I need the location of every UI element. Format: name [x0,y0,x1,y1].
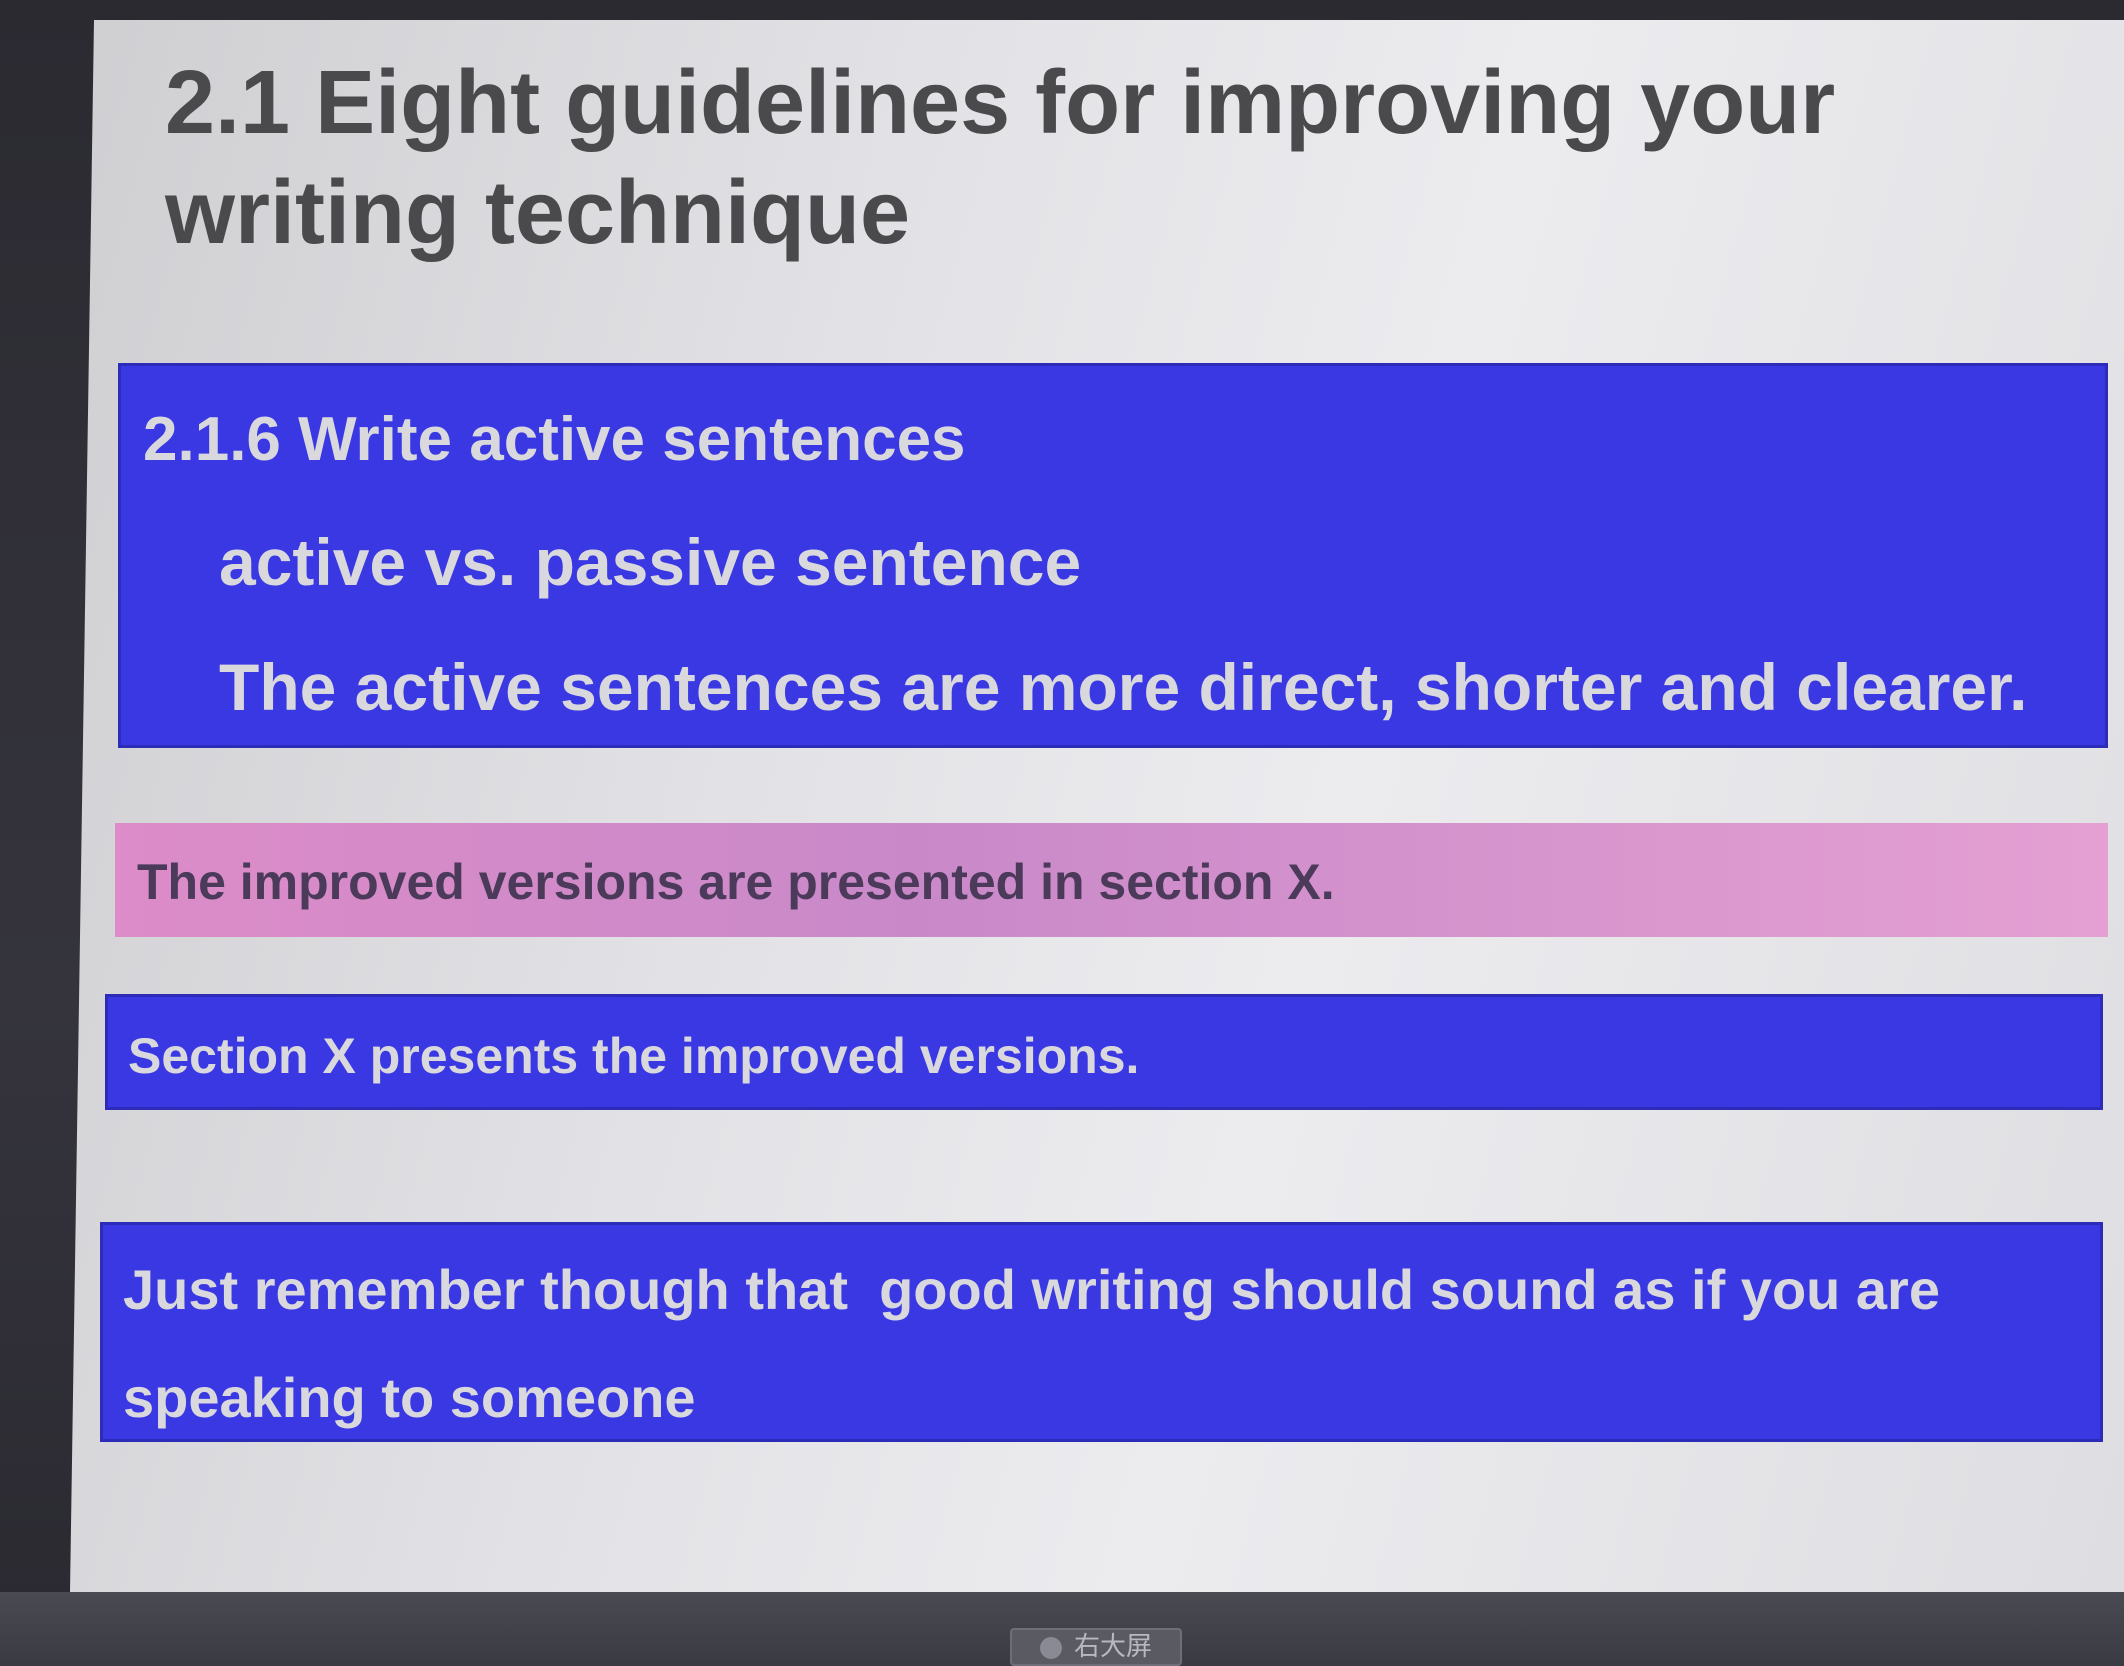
passive-example-box: The improved versions are presented in s… [115,823,2108,937]
active-sentences-box: 2.1.6 Write active sentences active vs. … [118,363,2108,748]
remember-text-line2: speaking to someone [123,1366,696,1429]
passive-example-text: The improved versions are presented in s… [137,854,1335,910]
remember-text-line1: Just remember though that good writing s… [123,1258,1940,1321]
slide-title: 2.1 Eight guidelines for improving your … [165,53,1836,263]
remember-box: Just remember though that good writing s… [100,1222,2103,1442]
active-example-box: Section X presents the improved versions… [105,994,2103,1110]
active-example-text: Section X presents the improved versions… [128,1028,1140,1084]
active-sentences-statement: The active sentences are more direct, sh… [219,650,2028,724]
section-heading: 2.1.6 Write active sentences [143,405,966,474]
active-vs-passive-label: active vs. passive sentence [219,525,1082,599]
circle-icon [1039,1636,1062,1659]
screen-label-badge: 右大屏 [1010,1628,1182,1666]
screen-label-text: 右大屏 [1073,1632,1152,1662]
